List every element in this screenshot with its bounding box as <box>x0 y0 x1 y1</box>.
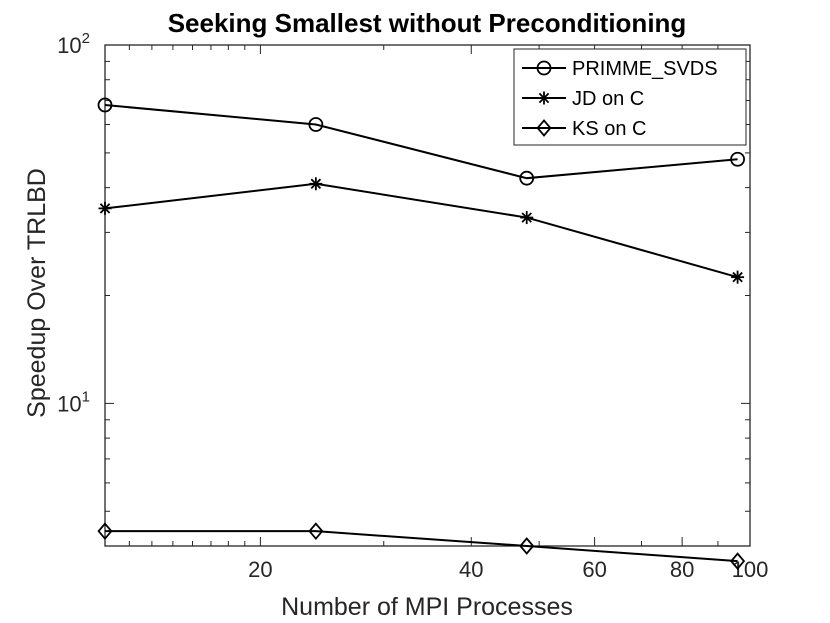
data-point-ks-on-c <box>519 537 535 555</box>
series-line-jd-on-c <box>104 182 738 279</box>
legend-marker-jd-on-c <box>537 91 551 105</box>
chart-title: Seeking Smallest without Preconditioning <box>168 8 687 38</box>
y-tick-label: 101 <box>57 388 90 416</box>
data-point-ks-on-c <box>730 552 746 570</box>
data-point-primme-svds <box>730 151 745 167</box>
x-axis-label: Number of MPI Processes <box>281 593 573 621</box>
legend-label-primme-svds: PRIMME_SVDS <box>572 58 718 80</box>
x-tick-label: 60 <box>582 557 606 582</box>
data-point-jd-on-c <box>309 177 323 191</box>
data-point-primme-svds <box>519 170 535 186</box>
legend-marker-ks-on-c <box>536 119 552 137</box>
x-tick-label: 40 <box>459 557 483 582</box>
data-point-jd-on-c <box>731 270 745 284</box>
x-tick-label: 20 <box>248 557 272 582</box>
x-tick-label: 80 <box>670 557 694 582</box>
data-point-ks-on-c <box>97 522 113 541</box>
data-point-primme-svds <box>308 117 324 132</box>
series-line-ks-on-c <box>105 530 738 563</box>
data-point-primme-svds <box>97 97 113 113</box>
legend-label-jd-on-c: JD on C <box>572 88 644 110</box>
data-point-jd-on-c <box>520 211 534 225</box>
legend-marker-primme-svds <box>536 60 552 76</box>
y-axis-label: Speedup Over TRLBD <box>23 168 51 418</box>
data-point-jd-on-c <box>98 201 112 215</box>
y-tick-label: 102 <box>57 30 90 58</box>
data-point-ks-on-c <box>308 522 324 541</box>
series-line-primme-svds <box>104 104 738 180</box>
legend-label-ks-on-c: KS on C <box>572 118 646 140</box>
